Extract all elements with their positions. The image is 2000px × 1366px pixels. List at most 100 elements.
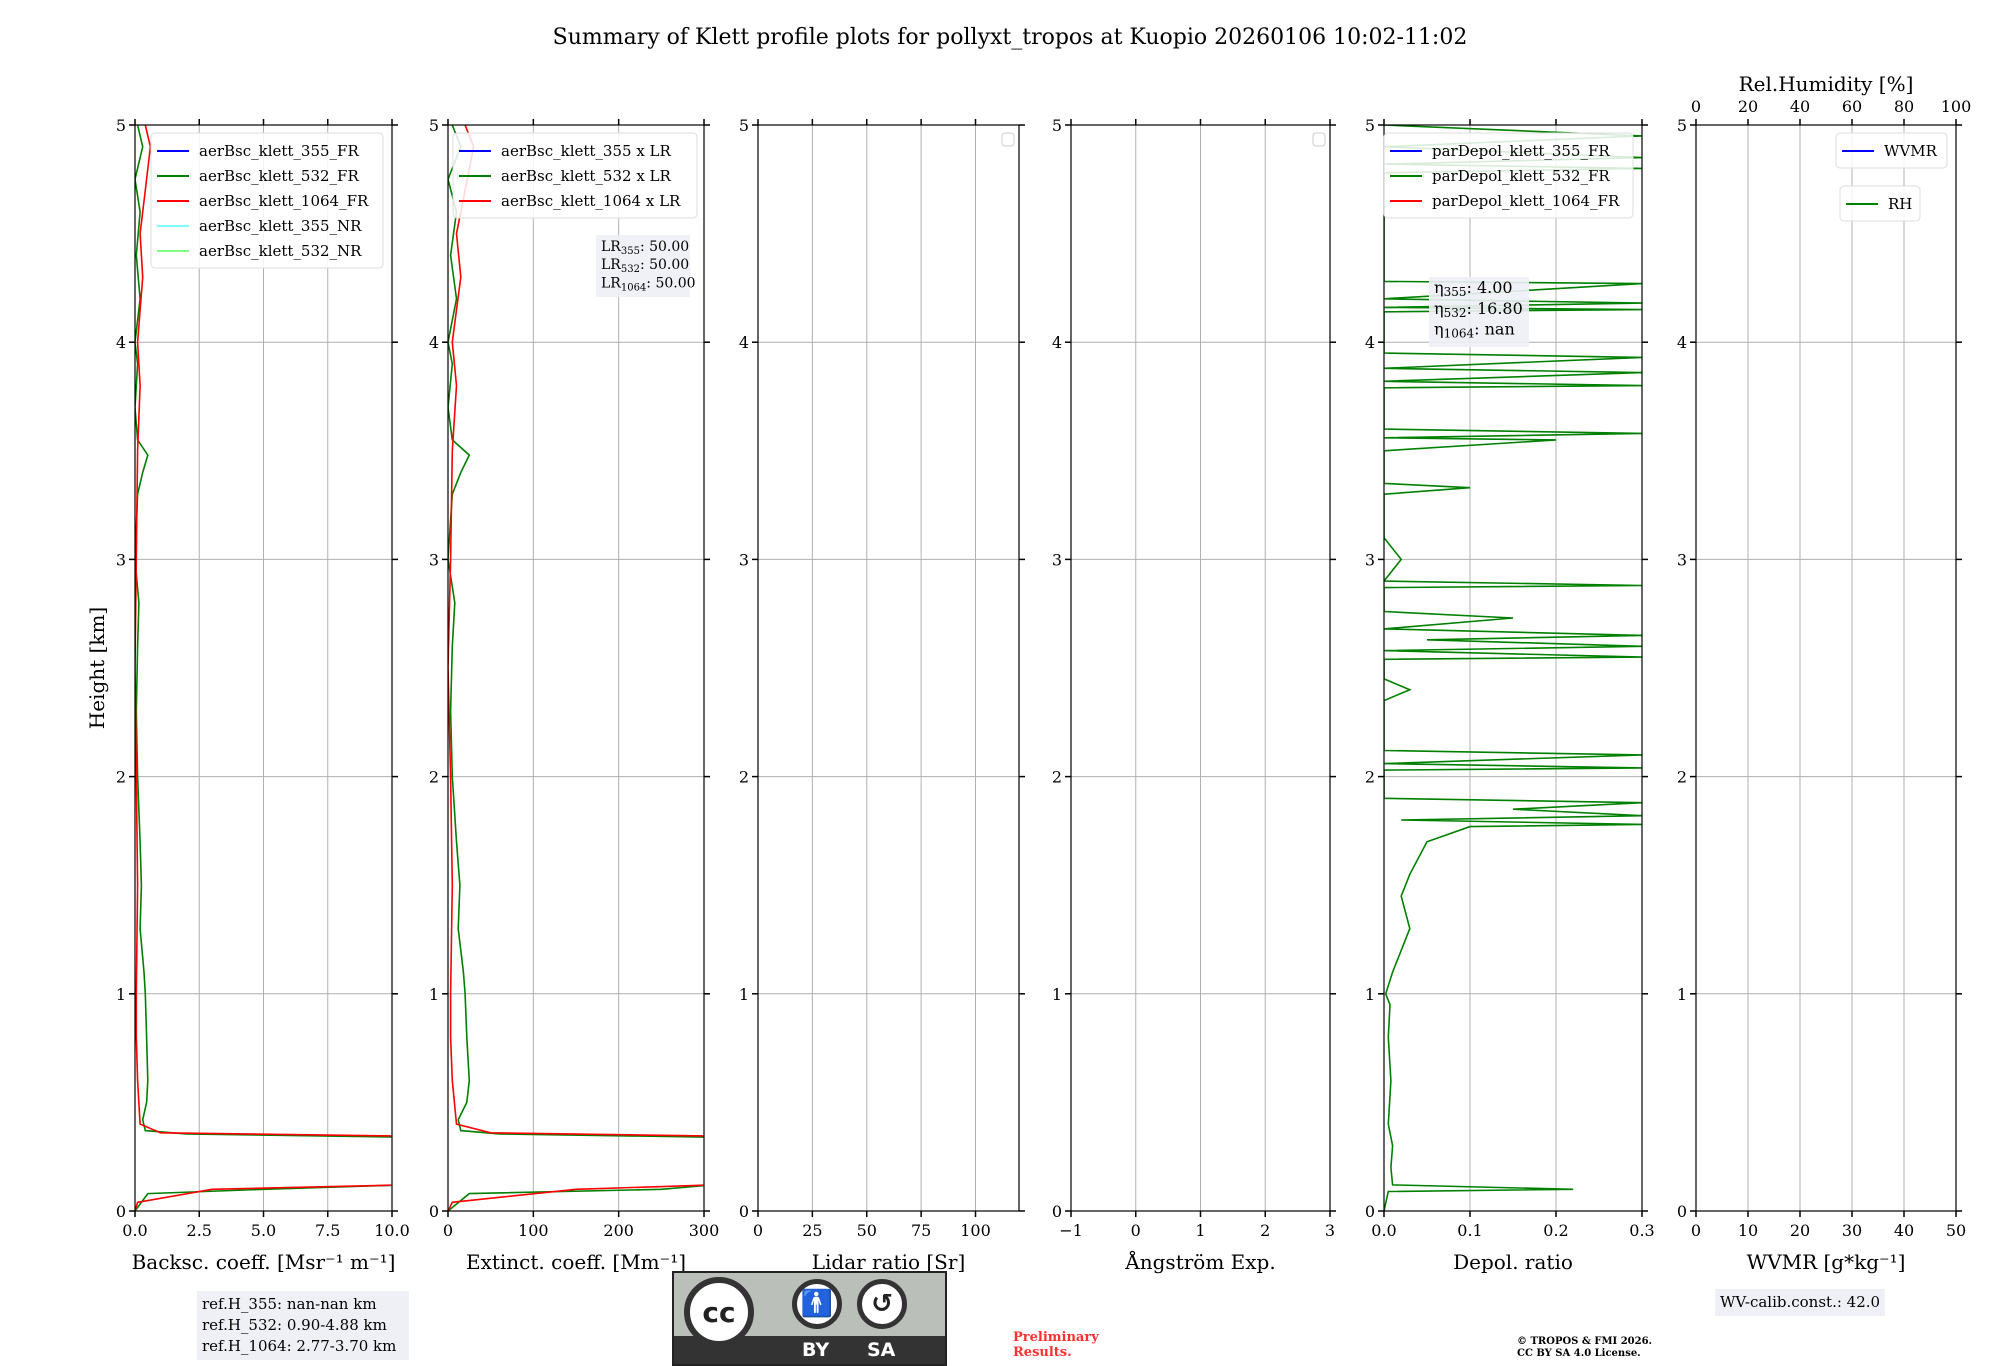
x-tick-label: 2.5	[187, 1221, 212, 1240]
y-tick-label: 4	[1052, 333, 1062, 352]
refh-532: ref.H_532: 0.90-4.88 km	[202, 1316, 387, 1334]
x-tick-label: 300	[689, 1221, 720, 1240]
annotation-line: η532: 16.80	[1434, 299, 1523, 320]
annotation-prefix: η	[1434, 320, 1444, 339]
axes-frame	[1383, 124, 1643, 1212]
annotation-line: LR532: 50.00	[601, 257, 689, 275]
y-tick-label: 5	[429, 116, 439, 135]
y-tick-label: 0	[1052, 1202, 1062, 1221]
cc-sa-label: SA	[867, 1339, 896, 1361]
top-tick-label: 60	[1842, 97, 1862, 116]
x-tick-label: 100	[960, 1221, 991, 1240]
y-tick-label: 3	[1365, 550, 1375, 569]
panel-lidar-ratio: 0 25 50 75 100 0 1 2 3 4 5 Lidar ratio [Sr]	[739, 116, 1025, 1274]
attribution-person-icon: 🚹	[792, 1279, 842, 1329]
legend-label: WVMR	[1884, 142, 1938, 160]
legend-label: aerBsc_klett_355_NR	[199, 217, 362, 235]
annotation-prefix: η	[1434, 278, 1444, 297]
x-axis-label: Lidar ratio [Sr]	[812, 1250, 966, 1274]
x-tick-label: 0	[443, 1221, 453, 1240]
y-tick-label: 0	[1365, 1202, 1375, 1221]
x-tick-label: 0.3	[1629, 1221, 1654, 1240]
copyright-line-2: CC BY SA 4.0 License.	[1517, 1348, 1641, 1359]
panel-depol: 0.0 0.1 0.2 0.3 0 1 2 3 4 5 Depol. ratio parDepol_k…	[1365, 116, 1655, 1274]
x-tick-label: 0.1	[1457, 1221, 1482, 1240]
refh-355: ref.H_355: nan-nan km	[202, 1295, 377, 1313]
y-tick-label: 2	[1677, 768, 1687, 787]
y-tick-label: 0	[1677, 1202, 1687, 1221]
annotation-bg	[1429, 277, 1529, 347]
annotation-line: η1064: nan	[1434, 320, 1515, 341]
legend-label: parDepol_klett_532_FR	[1432, 167, 1610, 185]
y-tick-label: 2	[1052, 768, 1062, 787]
annotation-prefix: LR	[601, 275, 621, 291]
y-tick-label: 5	[116, 116, 126, 135]
x-axis-label: WVMR [g*kg⁻¹]	[1747, 1250, 1906, 1274]
top-tick-label: 20	[1738, 97, 1758, 116]
cc-by-sa-logo: cc 🚹 ↺ BY SA	[672, 1271, 947, 1366]
panel-backscatter: 0.0 2.5 5.0 7.5 10.0 0 1 2 3 4 5 Backsc. coeff. [Ms…	[116, 116, 410, 1274]
reference-height-box: ref.H_355: nan-nan km ref.H_532: 0.90-4.…	[197, 1291, 409, 1360]
x-tick-label: 5.0	[251, 1221, 276, 1240]
y-axis-label: Height [km]	[85, 607, 109, 729]
x-tick-label: 7.5	[315, 1221, 340, 1240]
x-tick-label: 100	[518, 1221, 549, 1240]
top-tick-label: 80	[1894, 97, 1914, 116]
copyright-line-1: © TROPOS & FMI 2026.	[1517, 1336, 1653, 1347]
y-tick-label: 1	[1052, 985, 1062, 1004]
annotation-line: LR1064: 50.00	[601, 275, 696, 293]
x-tick-label: 0	[753, 1221, 763, 1240]
legend-frame	[1835, 132, 1948, 169]
x-axis-label: Backsc. coeff. [Msr⁻¹ m⁻¹]	[132, 1250, 396, 1274]
figure-title: Summary of Klett profile plots for polly…	[553, 25, 1468, 50]
y-tick-label: 5	[1365, 116, 1375, 135]
legend-label: parDepol_klett_1064_FR	[1432, 192, 1620, 210]
top-tick-label: 100	[1941, 97, 1972, 116]
series-line-aerBsc_klett_532_FR	[135, 125, 392, 1211]
y-tick-label: 1	[429, 985, 439, 1004]
axes-frame	[1695, 124, 1957, 1212]
y-tick-label: 0	[116, 1202, 126, 1221]
y-tick-label: 3	[739, 550, 749, 569]
y-tick-label: 1	[1365, 985, 1375, 1004]
y-tick-label: 1	[1677, 985, 1687, 1004]
annotation-sub: 532	[1444, 306, 1467, 320]
legend: WVMR	[1835, 132, 1948, 169]
legend-label: aerBsc_klett_355 x LR	[501, 142, 672, 160]
legend: aerBsc_klett_355 x LR aerBsc_klett_532 x …	[452, 132, 698, 219]
x-tick-label: 1	[1195, 1221, 1205, 1240]
panel-wvmr-rh: 0 10 20 30 40 50 0 1 2 3 4 5 WVMR [g*kg⁻¹] 0 20 40 60 80 1…	[1677, 72, 1971, 1274]
cc-by-label: BY	[802, 1339, 830, 1361]
legend-label: aerBsc_klett_532_NR	[199, 242, 362, 260]
annotation-value: : 4.00	[1467, 278, 1513, 297]
y-tick-label: 4	[1365, 333, 1375, 352]
legend-label: RH	[1888, 195, 1912, 213]
preliminary-results-note: Preliminary Results.	[1013, 1330, 1099, 1360]
axes-frame	[757, 124, 1020, 1212]
series-line-aerBsc_klett_1064 x LR	[448, 125, 704, 1211]
x-tick-label: 10	[1738, 1221, 1758, 1240]
top-tick-label: 0	[1691, 97, 1701, 116]
y-tick-label: 3	[1677, 550, 1687, 569]
y-tick-label: 5	[739, 116, 749, 135]
y-tick-label: 4	[116, 333, 126, 352]
legend: RH	[1839, 185, 1921, 222]
share-alike-icon: ↺	[857, 1279, 907, 1329]
annotation-value: : 16.80	[1467, 299, 1523, 318]
y-tick-label: 4	[1677, 333, 1687, 352]
cc-icon: cc	[684, 1277, 754, 1347]
empty-legend	[1001, 132, 1015, 147]
annotation-prefix: LR	[601, 239, 621, 255]
legend-frame	[452, 132, 698, 219]
x-tick-label: 75	[911, 1221, 931, 1240]
preliminary-line-2: Results.	[1013, 1345, 1072, 1360]
annotation-sub: 355	[1444, 285, 1467, 299]
annotation-sub: 1064	[1444, 327, 1475, 341]
legend-frame	[1839, 185, 1921, 222]
x-tick-label: 200	[603, 1221, 634, 1240]
legend-label: aerBsc_klett_355_FR	[199, 142, 359, 160]
